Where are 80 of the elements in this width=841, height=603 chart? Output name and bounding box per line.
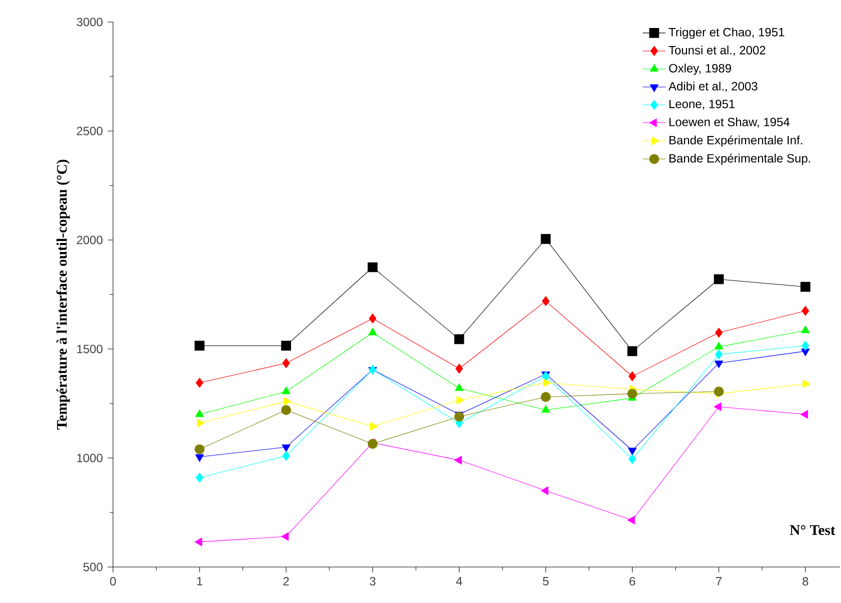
x-tick-label: 8 — [802, 577, 808, 586]
point — [628, 448, 637, 456]
point — [542, 371, 550, 382]
point — [627, 388, 638, 399]
y-tick-label: 2000 — [76, 236, 102, 244]
y-tick-label: 1000 — [77, 454, 102, 462]
point — [368, 438, 378, 449]
legend-label: Adibi et al., 2003 — [668, 82, 758, 92]
x-tick-label: 4 — [456, 577, 462, 586]
point — [543, 378, 551, 388]
point — [454, 412, 464, 422]
point — [368, 364, 376, 375]
point — [368, 328, 377, 336]
point — [195, 454, 204, 462]
point — [714, 342, 724, 350]
y-tick-label: 500 — [83, 562, 102, 572]
point — [282, 386, 290, 394]
point — [627, 346, 638, 356]
legend-label: Oxley, 1989 — [669, 64, 732, 75]
point — [540, 392, 551, 402]
point — [802, 306, 810, 316]
point — [714, 360, 724, 368]
legend-label: Bande Expérimentale Sup. — [669, 154, 810, 165]
point — [283, 397, 292, 406]
point — [715, 328, 723, 338]
x-tick-label: 7 — [716, 577, 722, 586]
point — [802, 380, 810, 388]
x-tick-label: 1 — [197, 577, 202, 586]
x-axis-title: N° Test — [790, 525, 836, 536]
y-axis-title: Température à l'interface outil-copeau (°C) — [56, 160, 70, 430]
x-tick-label: 3 — [370, 577, 376, 586]
point — [196, 378, 204, 388]
point — [368, 314, 376, 324]
x-tick-label: 6 — [630, 577, 636, 586]
point — [281, 532, 289, 541]
point — [542, 296, 550, 306]
legend-label: Loewen et Shaw, 1954 — [669, 117, 790, 128]
legend-label: Tounsi et al., 2002 — [668, 46, 766, 56]
point — [194, 444, 204, 454]
point — [714, 402, 722, 412]
point — [540, 234, 551, 244]
legend-label: Bande Expérimentale Inf. — [669, 135, 802, 147]
point — [627, 516, 635, 524]
x-tick-label: 2 — [283, 577, 289, 586]
point — [454, 334, 464, 344]
point — [368, 262, 378, 272]
point — [281, 405, 292, 415]
point — [196, 418, 204, 428]
x-tick-label: 0 — [110, 577, 116, 586]
y-tick-label: 3000 — [76, 18, 102, 26]
point — [540, 486, 548, 496]
point — [456, 396, 464, 405]
point — [800, 410, 808, 419]
point — [194, 340, 204, 351]
point — [801, 348, 810, 356]
point — [454, 383, 464, 391]
point — [281, 340, 292, 351]
point — [196, 472, 204, 483]
point — [282, 450, 290, 461]
point — [714, 274, 724, 284]
point — [541, 405, 550, 413]
point — [370, 422, 378, 431]
point — [628, 454, 636, 464]
x-tick-label: 5 — [542, 577, 549, 586]
y-tick-label: 2500 — [76, 126, 102, 136]
point — [714, 386, 724, 396]
legend-label: Leone, 1951 — [669, 100, 735, 110]
point — [454, 456, 462, 464]
point — [628, 371, 636, 382]
point — [802, 340, 810, 351]
point — [282, 444, 290, 452]
point — [715, 350, 723, 360]
point — [194, 538, 202, 546]
point — [801, 326, 810, 334]
y-tick-label: 1500 — [77, 344, 102, 354]
point — [195, 409, 204, 418]
point — [455, 364, 463, 374]
legend-label: Trigger et Chao, 1951 — [668, 28, 784, 39]
point — [800, 282, 810, 292]
point — [282, 358, 290, 368]
